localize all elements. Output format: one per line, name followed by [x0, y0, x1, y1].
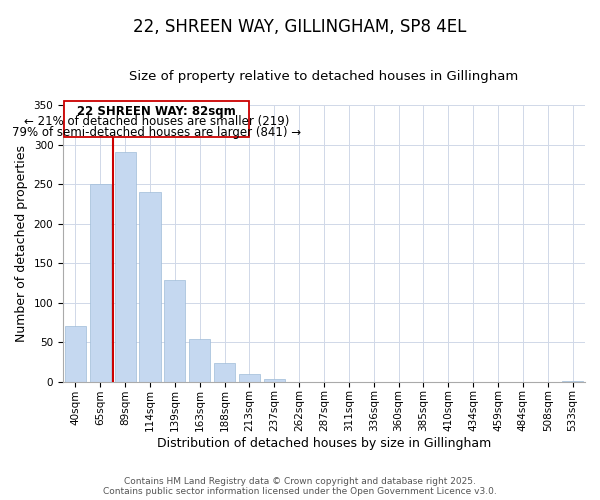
Bar: [90, 184, 111, 382]
Bar: [189, 339, 210, 382]
Bar: [562, 381, 583, 382]
Text: 79% of semi-detached houses are larger (841) →: 79% of semi-detached houses are larger (…: [12, 126, 301, 138]
Text: 22, SHREEN WAY, GILLINGHAM, SP8 4EL: 22, SHREEN WAY, GILLINGHAM, SP8 4EL: [133, 18, 467, 36]
FancyBboxPatch shape: [64, 101, 250, 136]
Text: ← 21% of detached houses are smaller (219): ← 21% of detached houses are smaller (21…: [24, 116, 289, 128]
Bar: [264, 380, 285, 382]
Text: 22 SHREEN WAY: 82sqm: 22 SHREEN WAY: 82sqm: [77, 105, 236, 118]
Text: Contains public sector information licensed under the Open Government Licence v3: Contains public sector information licen…: [103, 486, 497, 496]
Bar: [139, 192, 161, 382]
Y-axis label: Number of detached properties: Number of detached properties: [15, 145, 28, 342]
Title: Size of property relative to detached houses in Gillingham: Size of property relative to detached ho…: [130, 70, 518, 83]
Bar: [239, 374, 260, 382]
Text: Contains HM Land Registry data © Crown copyright and database right 2025.: Contains HM Land Registry data © Crown c…: [124, 476, 476, 486]
Bar: [65, 326, 86, 382]
X-axis label: Distribution of detached houses by size in Gillingham: Distribution of detached houses by size …: [157, 437, 491, 450]
Bar: [115, 152, 136, 382]
Bar: [164, 280, 185, 382]
Bar: [214, 364, 235, 382]
